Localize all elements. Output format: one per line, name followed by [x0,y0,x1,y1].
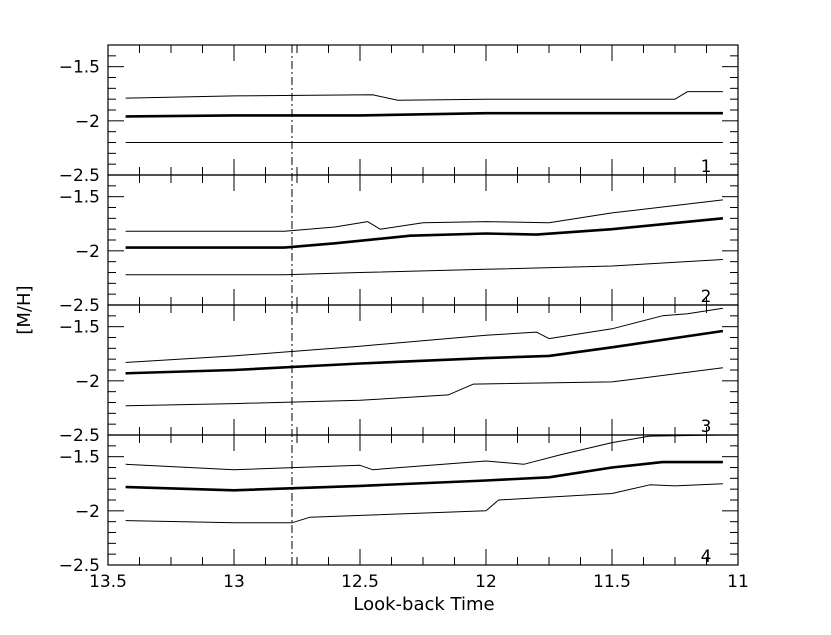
y-tick-label: −1.5 [59,318,100,338]
x-tick-label: 13 [223,572,245,592]
y-tick-label: −2.5 [59,296,100,316]
x-tick-label: 12.5 [341,572,379,592]
panels-group: −2.5−2−1.51−2.5−2−1.52−2.5−2−1.53−2.5−2−… [59,44,739,576]
y-tick-label: −1.5 [59,58,100,78]
y-tick-label: −2 [75,112,100,132]
panel-4-upper-line [125,434,723,471]
y-tick-label: −1.5 [59,448,100,468]
panel-label: 1 [701,157,712,177]
y-tick-label: −2.5 [59,426,100,446]
panel-3-upper-line [125,307,723,363]
panel-1: −2.5 −2 −1.5 1 [59,44,739,186]
panel-4: −2.5 −2 −1.5 4 [59,434,739,576]
panel-2: −2.5 −2 −1.5 2 [59,174,739,316]
y-tick-label: −2 [75,242,100,262]
panel-2-frame [107,174,739,306]
panel-3-lower-line [125,367,723,407]
panel-label: 4 [701,547,712,567]
panel-1-frame [107,44,739,176]
panel-2-main-line [125,217,724,249]
panel-label: 2 [701,287,712,307]
panel-2-lower-line [125,259,723,276]
panel-3-main-line [125,329,724,375]
panel-label: 3 [701,417,712,437]
x-tick-label: 12 [475,572,497,592]
x-tick-label: 11.5 [593,572,631,592]
panel-frames [107,44,739,566]
panel-1-main-line [125,111,723,118]
y-tick-label: −2 [75,372,100,392]
panel-1-upper-line [125,91,723,101]
panel-3: −2.5 −2 −1.5 3 [59,304,739,446]
y-tick-label: −2.5 [59,166,100,186]
x-axis-title: Look-back Time [353,594,494,615]
panel-4-lower-line [125,483,723,524]
x-tick-label: 13.5 [89,572,127,592]
y-tick-label: −1.5 [59,188,100,208]
panel-2-upper-line [125,199,723,232]
x-tick-label: 11 [727,572,749,592]
y-axis-title: [M/H] [14,285,35,334]
y-tick-label: −2.5 [59,556,100,576]
panel-4-main-line [125,460,723,492]
x-tick-labels: 13.5 13 12.5 12 11.5 11 [89,572,749,592]
y-tick-label: −2 [75,502,100,522]
panel-4-frame [107,434,739,566]
